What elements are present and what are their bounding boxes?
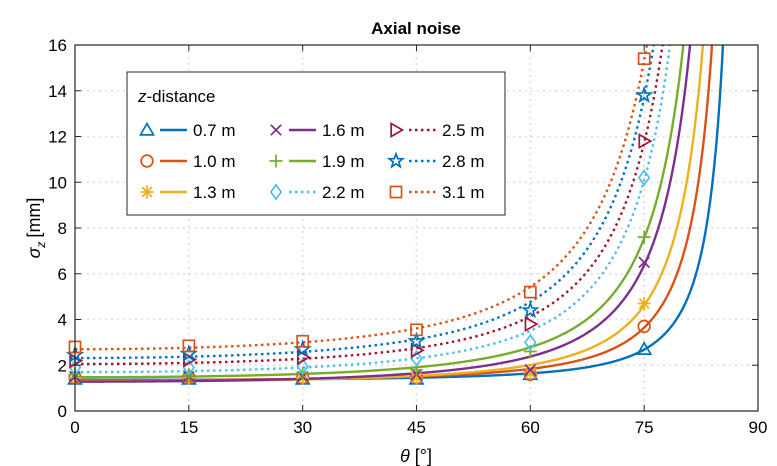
legend-label: 1.6 m bbox=[322, 121, 365, 140]
data-point bbox=[410, 323, 423, 337]
chart-title: Axial noise bbox=[371, 19, 461, 38]
x-tick-label: 90 bbox=[749, 418, 768, 437]
y-tick-label: 8 bbox=[58, 219, 67, 238]
data-point bbox=[296, 357, 309, 375]
data-point bbox=[410, 371, 423, 385]
x-axis-label: θ [°] bbox=[400, 446, 432, 466]
legend-marker bbox=[269, 183, 283, 201]
x-tick-label: 15 bbox=[179, 418, 198, 437]
legend-marker bbox=[269, 154, 283, 168]
x-axis-symbol: θ bbox=[400, 446, 410, 466]
data-point bbox=[296, 349, 311, 366]
legend-label: 1.9 m bbox=[322, 152, 365, 171]
data-point bbox=[524, 333, 537, 351]
legend-marker bbox=[386, 151, 406, 169]
legend-title: z-distance bbox=[137, 87, 215, 106]
y-tick-label: 2 bbox=[58, 356, 67, 375]
data-point bbox=[296, 334, 310, 348]
legend-label: 2.8 m bbox=[442, 152, 485, 171]
legend-marker bbox=[139, 121, 155, 136]
y-tick-label: 12 bbox=[48, 128, 67, 147]
x-tick-label: 75 bbox=[635, 418, 654, 437]
data-point bbox=[182, 339, 196, 353]
y-tick-label: 16 bbox=[48, 36, 67, 55]
series-line-5 bbox=[75, 45, 672, 374]
data-point bbox=[637, 296, 651, 310]
legend-marker bbox=[140, 185, 154, 199]
legend-label: 1.3 m bbox=[193, 183, 236, 202]
legend-label: 3.1 m bbox=[442, 183, 485, 202]
x-tick-label: 30 bbox=[293, 418, 312, 437]
legend-marker bbox=[140, 154, 154, 168]
legend-marker bbox=[389, 185, 403, 199]
data-point bbox=[523, 366, 537, 380]
x-axis-unit: [°] bbox=[415, 446, 432, 466]
legend-items: 0.7 m 1.0 m 1.3 m 1.6 m 1.9 m 2.2 m 2.5 m 2.8 m… bbox=[139, 121, 485, 202]
legend-label: 0.7 m bbox=[193, 121, 236, 140]
legend: z-distance 0.7 m 1.0 m 1.3 m 1.6 m 1.9 m 2.2 … bbox=[126, 71, 506, 216]
svg-text:σz[mm]: σz [mm] bbox=[24, 198, 48, 259]
legend-label: 1.0 m bbox=[193, 152, 236, 171]
axis-ticks: 0 15 30 45 60 75 90 0 2 4 6 8 10 12 14 16 bbox=[48, 36, 767, 437]
y-tick-label: 0 bbox=[58, 402, 67, 421]
data-point bbox=[637, 169, 651, 187]
series-line-8 bbox=[75, 45, 649, 351]
data-point bbox=[637, 52, 651, 66]
data-point bbox=[637, 230, 651, 244]
series-line-6 bbox=[75, 45, 664, 366]
data-point bbox=[523, 345, 537, 359]
data-point bbox=[638, 256, 650, 269]
y-axis-unit: [mm] bbox=[24, 198, 44, 238]
series-line-4 bbox=[75, 45, 685, 379]
data-point bbox=[407, 331, 426, 350]
data-point bbox=[523, 285, 537, 299]
y-axis-label: σz [mm] bbox=[24, 198, 48, 259]
series-line-7 bbox=[75, 45, 655, 360]
y-tick-label: 4 bbox=[58, 311, 67, 330]
x-tick-label: 60 bbox=[521, 418, 540, 437]
legend-label: 2.5 m bbox=[442, 121, 485, 140]
legend-label: 2.2 m bbox=[322, 183, 365, 202]
data-point bbox=[524, 316, 539, 333]
fit-curves bbox=[75, 45, 725, 383]
legend-box bbox=[126, 71, 506, 216]
x-tick-label: 0 bbox=[70, 418, 79, 437]
data-point bbox=[638, 133, 653, 150]
y-tick-label: 6 bbox=[58, 265, 67, 284]
legend-marker bbox=[390, 122, 405, 138]
y-axis-symbol: σ bbox=[24, 246, 44, 258]
data-point bbox=[637, 319, 651, 334]
data-point bbox=[524, 364, 537, 376]
x-tick-label: 45 bbox=[407, 418, 426, 437]
legend-marker bbox=[270, 124, 282, 136]
y-axis-subscript: z bbox=[34, 242, 48, 249]
data-point bbox=[410, 342, 425, 359]
series-line-3 bbox=[75, 45, 692, 383]
data-point bbox=[634, 85, 654, 104]
data-point bbox=[521, 300, 540, 319]
y-tick-label: 14 bbox=[48, 82, 67, 101]
y-tick-label: 10 bbox=[48, 173, 67, 192]
data-point bbox=[636, 341, 653, 355]
